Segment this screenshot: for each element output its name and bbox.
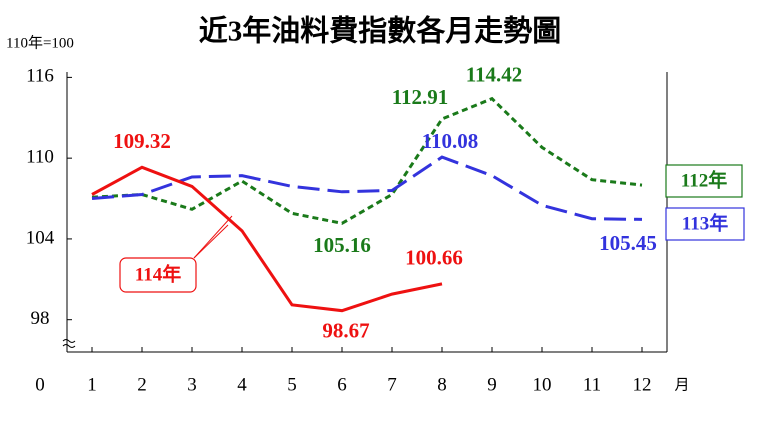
- legend-pointer: [193, 224, 229, 259]
- x-tick-label: 1: [87, 374, 97, 395]
- chart-title: 近3年油料費指數各月走勢圖: [199, 14, 562, 48]
- value-label: 112.91: [392, 85, 449, 109]
- x-tick-label: 6: [337, 374, 347, 395]
- series-line: [91, 155, 643, 221]
- y-tick-label: 104: [26, 227, 55, 248]
- x-tick-label: 12: [633, 374, 652, 395]
- y-tick-label: 116: [26, 66, 54, 87]
- value-label: 109.32: [113, 129, 171, 153]
- value-label: 98.67: [322, 318, 369, 342]
- series-line: [91, 165, 443, 313]
- legend-label: 112年: [681, 168, 727, 191]
- value-label: 110.08: [422, 129, 479, 153]
- x-tick-label: 4: [237, 374, 247, 395]
- legend-label: 113年: [682, 211, 728, 234]
- y-tick-label: 98: [31, 308, 50, 329]
- x-tick-label: 11: [583, 374, 601, 395]
- x-tick-label: 3: [187, 374, 197, 395]
- axis-origin-label: 0: [35, 374, 45, 395]
- value-label: 105.45: [599, 231, 657, 255]
- series-line: [91, 96, 643, 225]
- x-tick-label: 5: [287, 374, 297, 395]
- x-tick-label: 9: [487, 374, 497, 395]
- legend-box: [665, 164, 743, 198]
- x-tick-label: 7: [387, 374, 397, 395]
- break-mark: [62, 344, 76, 348]
- x-tick-label: 2: [137, 374, 147, 395]
- legend-pointer: [193, 215, 233, 259]
- legend-box: [665, 207, 745, 241]
- x-tick-label: 8: [437, 374, 447, 395]
- value-label: 100.66: [405, 246, 463, 270]
- y-note: 110年=100: [6, 34, 74, 51]
- axis-break: [62, 339, 76, 348]
- value-label: 105.16: [313, 233, 371, 257]
- legend-box: [119, 257, 197, 293]
- x-unit: 月: [674, 377, 689, 393]
- value-label: 114.42: [466, 62, 523, 86]
- legend-label: 114年: [135, 262, 181, 285]
- x-tick-label: 10: [533, 374, 552, 395]
- y-tick-label: 110: [26, 147, 54, 168]
- break-mark: [62, 339, 76, 343]
